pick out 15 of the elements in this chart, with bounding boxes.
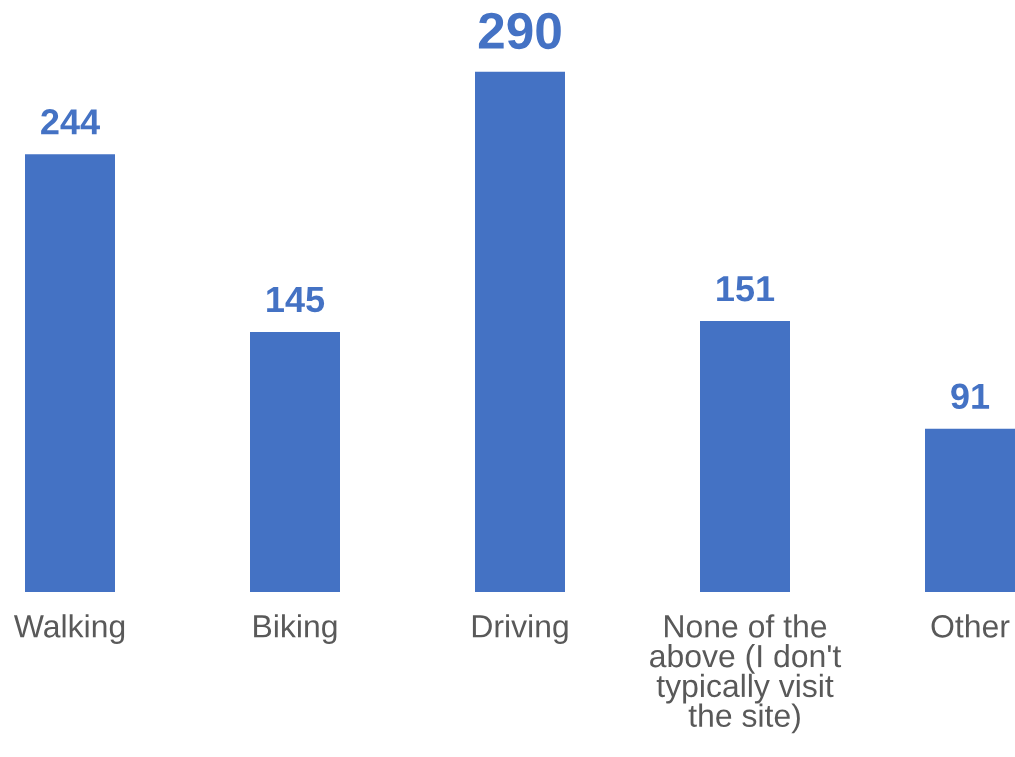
bar	[475, 71, 565, 592]
data-label: 151	[717, 276, 775, 302]
x-tick-label: Driving	[472, 614, 568, 644]
bar	[25, 154, 115, 592]
x-tick-label: Other	[931, 614, 1010, 638]
x-tick-label: Walking	[13, 614, 125, 644]
bar	[700, 321, 790, 592]
x-tick-label: None of the above (I don't typically visit the site)	[650, 614, 842, 734]
x-tick-label: Biking	[254, 614, 337, 644]
data-label: 244	[41, 109, 100, 135]
bar	[250, 331, 340, 592]
data-label: 290	[478, 12, 561, 50]
bar	[925, 428, 1015, 592]
data-label: 91	[951, 383, 990, 410]
data-label: 145	[267, 287, 325, 313]
